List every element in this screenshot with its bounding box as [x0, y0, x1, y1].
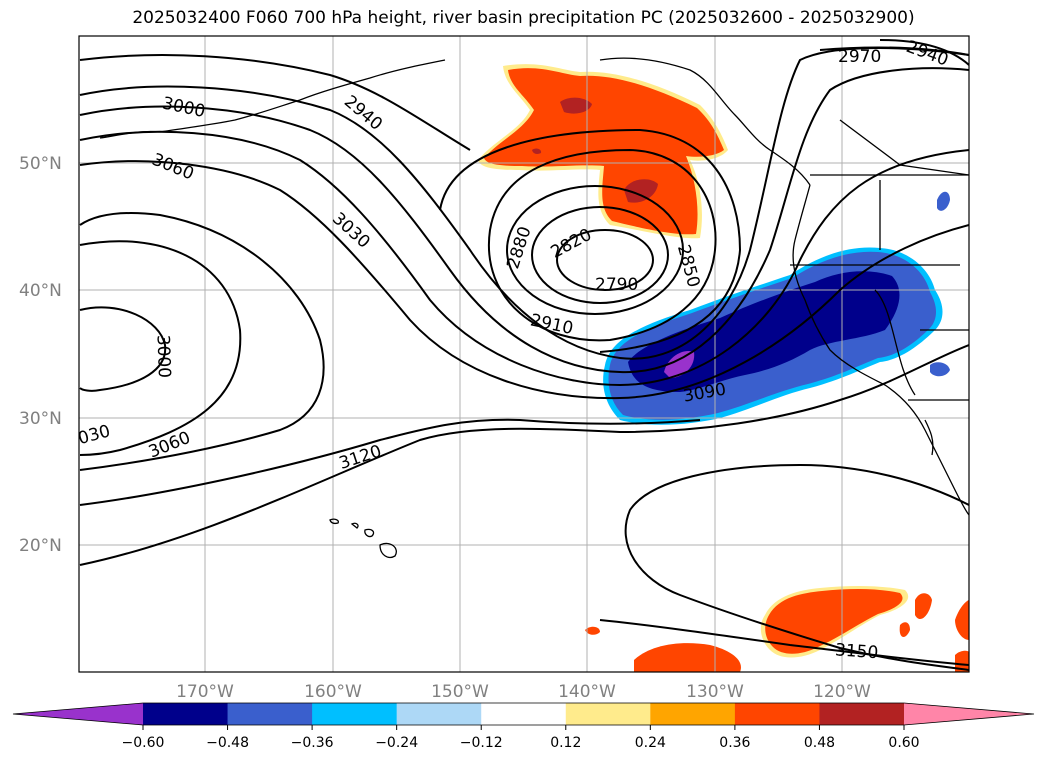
colorbar-tick-label: −0.60 [122, 735, 165, 751]
colorbar: −0.60 −0.48 −0.36 −0.24 −0.12 0.12 0.24 0.36 0.4… [12, 702, 1035, 751]
colorbar-tick-label: −0.24 [375, 735, 418, 751]
colorbar-tick-label: 0.36 [719, 735, 750, 751]
contour-label: 2790 [595, 275, 638, 295]
positive-precip-south [585, 585, 969, 672]
longitude-labels: 170°W 160°W 150°W 140°W 130°W 120°W [176, 682, 871, 702]
lon-label: 120°W [813, 682, 871, 702]
colorbar-tick-label: 0.48 [804, 735, 835, 751]
colorbar-tick-label: −0.48 [206, 735, 249, 751]
colorbar-tick-label: −0.12 [460, 735, 503, 751]
colorbar-cell [481, 703, 567, 725]
lon-label: 130°W [686, 682, 744, 702]
lat-label: 30°N [19, 409, 62, 429]
colorbar-cell [143, 703, 229, 725]
negative-precip [603, 191, 950, 425]
latitude-labels: 50°N 40°N 30°N 20°N [19, 154, 62, 556]
contour-label: 2970 [838, 47, 881, 67]
colorbar-cell [565, 703, 651, 725]
height-contours [79, 39, 969, 671]
colorbar-tick-label: 0.60 [888, 735, 919, 751]
colorbar-cell [312, 703, 398, 725]
colorbar-cell [819, 703, 905, 725]
map-title: 2025032400 F060 700 hPa height, river ba… [132, 8, 915, 28]
colorbar-cell [734, 703, 820, 725]
lat-label: 40°N [19, 281, 62, 301]
contour-label: 3000 [153, 334, 174, 378]
colorbar-cell [650, 703, 736, 725]
lon-label: 170°W [176, 682, 234, 702]
colorbar-tick-label: −0.36 [291, 735, 334, 751]
lat-label: 20°N [19, 536, 62, 556]
lon-label: 140°W [558, 682, 616, 702]
colorbar-extend-right [904, 703, 1034, 725]
map-frame [78, 35, 970, 673]
contour-label: 3150 [834, 640, 879, 663]
colorbar-extend-left [13, 703, 143, 725]
colorbar-tick-label: 0.24 [635, 735, 666, 751]
colorbar-tick-label: 0.12 [550, 735, 581, 751]
lon-label: 160°W [304, 682, 362, 702]
colorbar-cell [227, 703, 313, 725]
lat-label: 50°N [19, 154, 62, 174]
colorbar-cell [396, 703, 482, 725]
gridlines [79, 36, 969, 672]
lon-label: 150°W [431, 682, 489, 702]
